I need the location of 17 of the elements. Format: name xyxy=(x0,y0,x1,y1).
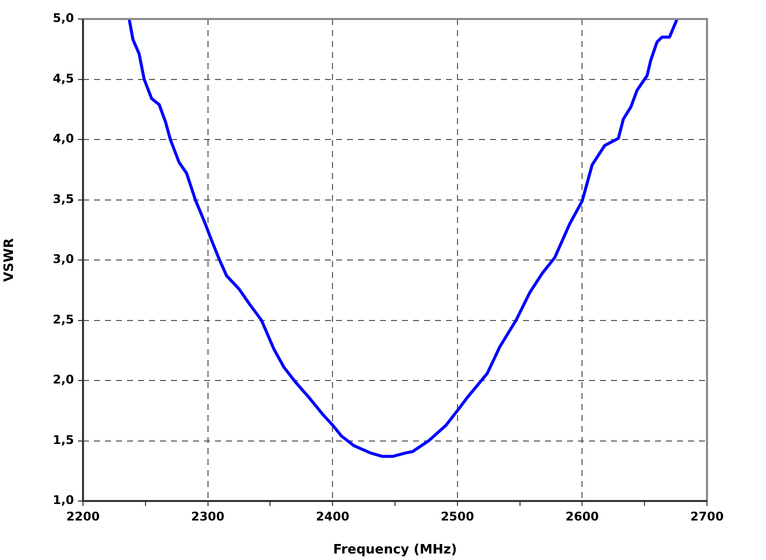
x-tick-label: 2600 xyxy=(565,509,599,524)
y-tick-label: 1,5 xyxy=(52,432,74,447)
y-tick-label: 1,0 xyxy=(52,493,74,508)
x-tick-label: 2400 xyxy=(316,509,350,524)
y-tick-label: 3,5 xyxy=(52,192,74,206)
x-tick-label: 2200 xyxy=(66,509,100,524)
x-tick-label: 2700 xyxy=(690,509,724,524)
x-tick-label: 2500 xyxy=(440,509,474,524)
y-tick-label: 2,5 xyxy=(52,312,74,326)
x-tick-label: 2300 xyxy=(191,509,225,524)
y-tick-label: 5,0 xyxy=(52,11,74,26)
y-tick-label: 3,0 xyxy=(52,252,74,266)
y-tick-label: 2,0 xyxy=(52,372,74,387)
y-tick-label: 4,0 xyxy=(52,132,74,146)
y-axis-title: VSWR xyxy=(2,238,18,282)
x-axis-title: Frequency (MHz) xyxy=(333,542,457,558)
y-tick-label: 4,5 xyxy=(52,71,74,86)
